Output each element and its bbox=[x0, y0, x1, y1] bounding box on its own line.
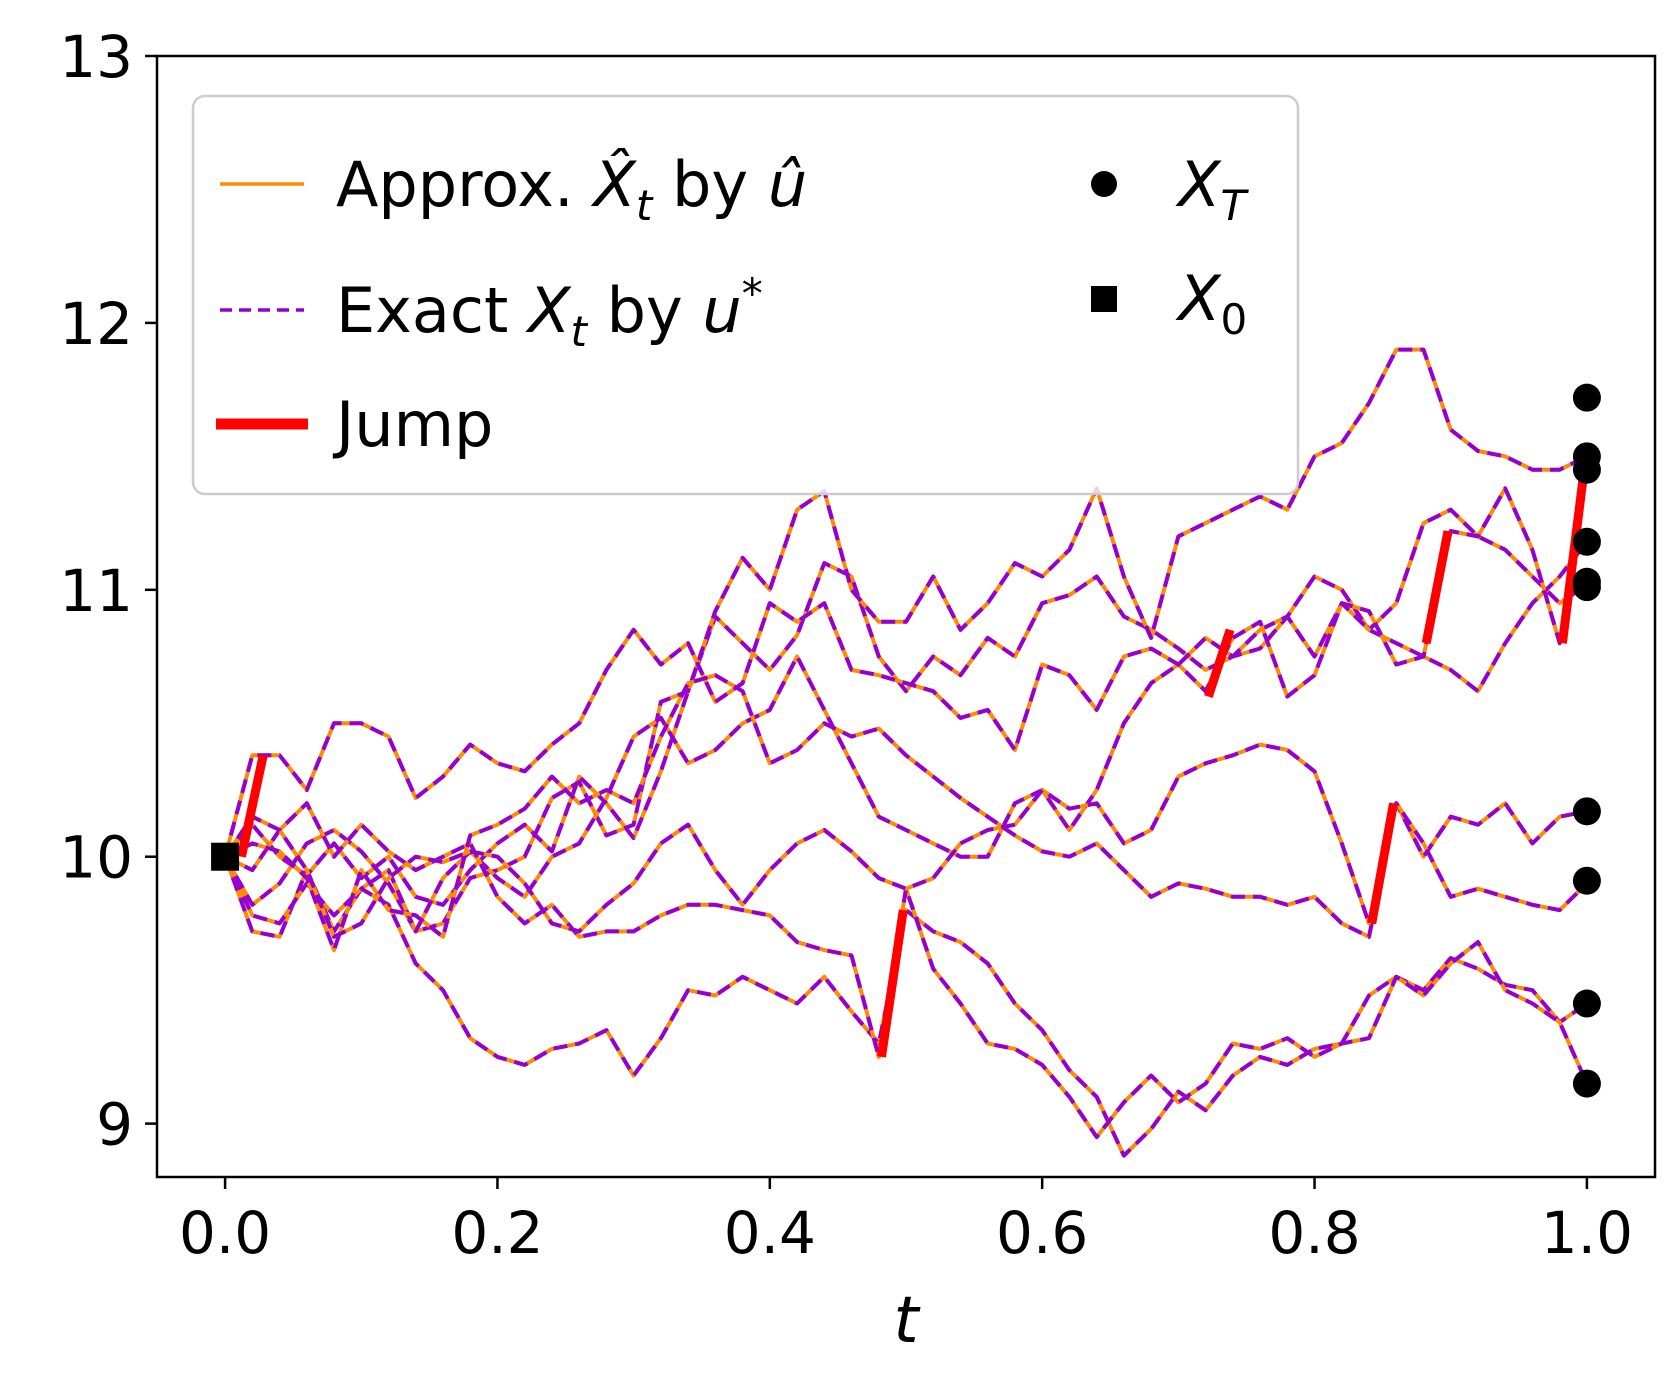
x-tick-label-4: 0.8 bbox=[1268, 1199, 1360, 1267]
jump-5 bbox=[1557, 469, 1589, 644]
legend-approx-label: Approx. X̂t by û bbox=[336, 148, 807, 230]
legend-initial-label: X0 bbox=[1175, 262, 1247, 344]
legend-exact-label: Exact Xt by u* bbox=[336, 269, 763, 356]
exact-path-3 bbox=[223, 469, 1589, 858]
legend-jump-label: Jump bbox=[332, 388, 493, 461]
jump-3 bbox=[1367, 802, 1398, 925]
exact-path-7 bbox=[223, 742, 1589, 939]
y-tick-label-1: 10 bbox=[59, 824, 133, 892]
x-tick-label-5: 1.0 bbox=[1541, 1199, 1633, 1267]
y-tick-label-2: 11 bbox=[59, 557, 133, 625]
y-axis-ticks: 9 10 11 12 13 bbox=[59, 23, 157, 1159]
exact-path-4 bbox=[223, 855, 1589, 1158]
x-tick-label-0: 0.0 bbox=[179, 1199, 271, 1267]
jump-4 bbox=[1421, 530, 1453, 645]
exact-path-0 bbox=[223, 507, 1589, 907]
terminal-marker-2 bbox=[1572, 455, 1601, 484]
terminal-marker-7 bbox=[1572, 866, 1601, 895]
legend: Approx. X̂t by û Exact Xt by u* Jump XT … bbox=[191, 94, 1300, 496]
y-tick-label-4: 13 bbox=[59, 23, 133, 91]
terminal-marker-0 bbox=[1572, 383, 1601, 412]
point-markers bbox=[211, 383, 1601, 1098]
y-tick-label-0: 9 bbox=[96, 1091, 133, 1159]
legend-box bbox=[191, 94, 1300, 496]
exact-path-2 bbox=[223, 540, 1589, 939]
x-tick-label-1: 0.2 bbox=[451, 1199, 543, 1267]
jump-0 bbox=[237, 754, 268, 858]
terminal-marker-3 bbox=[1572, 527, 1601, 556]
terminal-marker-6 bbox=[1572, 797, 1601, 826]
terminal-marker-8 bbox=[1572, 989, 1601, 1018]
jump-segments bbox=[237, 469, 1589, 1058]
legend-terminal-label: XT bbox=[1175, 148, 1249, 230]
approx-path-3 bbox=[223, 469, 1589, 858]
terminal-marker-9 bbox=[1572, 1069, 1601, 1098]
series-lines bbox=[223, 347, 1589, 1158]
y-tick-label-3: 12 bbox=[59, 290, 133, 358]
initial-marker bbox=[211, 842, 240, 871]
terminal-marker-5 bbox=[1572, 573, 1601, 602]
exact-path-1 bbox=[223, 347, 1588, 934]
jump-1 bbox=[877, 909, 908, 1058]
exact-path-6 bbox=[224, 673, 1588, 953]
x-axis-label: t bbox=[893, 1284, 921, 1358]
x-axis-ticks: 0.0 0.2 0.4 0.6 0.8 1.0 bbox=[179, 1177, 1633, 1267]
x-tick-label-2: 0.4 bbox=[724, 1199, 816, 1267]
legend-terminal-marker bbox=[1091, 171, 1117, 197]
jump-2 bbox=[1204, 628, 1235, 698]
legend-initial-marker bbox=[1091, 286, 1117, 312]
x-tick-label-3: 0.6 bbox=[996, 1199, 1088, 1267]
plot-frame bbox=[155, 54, 1657, 1179]
